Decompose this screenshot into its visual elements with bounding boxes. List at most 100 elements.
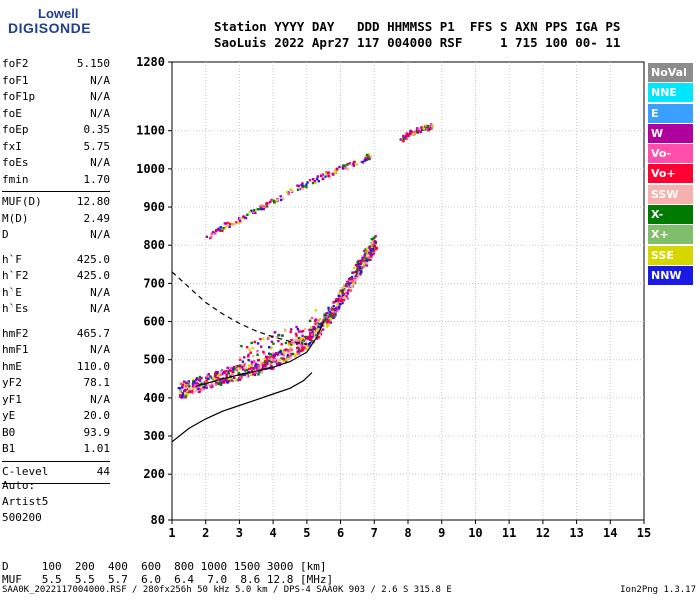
echo-point bbox=[410, 130, 414, 134]
param-name: B0 bbox=[2, 425, 16, 439]
echo-point bbox=[363, 259, 366, 262]
param-value: N/A bbox=[90, 285, 110, 299]
echo-point bbox=[336, 303, 340, 306]
echo-point bbox=[341, 292, 344, 295]
echo-point bbox=[220, 380, 224, 384]
echo-point bbox=[218, 229, 222, 232]
echo-point bbox=[231, 379, 234, 383]
echo-point bbox=[372, 239, 375, 243]
echo-point bbox=[222, 379, 226, 383]
echo-point bbox=[346, 280, 349, 283]
echo-point bbox=[415, 131, 418, 134]
echo-point bbox=[295, 342, 299, 345]
echo-point bbox=[327, 174, 330, 178]
echo-point bbox=[332, 308, 335, 311]
echo-point bbox=[256, 363, 260, 367]
echo-point bbox=[285, 358, 288, 361]
echo-point bbox=[231, 223, 234, 226]
echo-point bbox=[305, 337, 308, 340]
echo-point bbox=[279, 348, 282, 352]
echo-point bbox=[265, 357, 269, 360]
echo-point bbox=[352, 282, 356, 286]
echo-point bbox=[428, 127, 432, 130]
echo-point bbox=[241, 373, 244, 377]
echo-point bbox=[258, 370, 262, 374]
echo-point bbox=[186, 382, 189, 386]
echo-point bbox=[250, 362, 254, 365]
echo-point bbox=[417, 127, 420, 131]
echo-point bbox=[185, 388, 188, 391]
echo-point bbox=[249, 360, 252, 363]
echo-point bbox=[305, 183, 308, 186]
x-tick-label: 3 bbox=[236, 526, 243, 540]
echo-point bbox=[335, 169, 339, 173]
echo-point bbox=[267, 346, 271, 349]
echo-point bbox=[420, 126, 424, 129]
echo-point bbox=[291, 342, 294, 345]
echo-point bbox=[264, 361, 267, 365]
echo-point bbox=[250, 363, 254, 367]
echo-point bbox=[204, 383, 208, 386]
echo-point bbox=[342, 289, 346, 293]
echo-point bbox=[185, 386, 189, 389]
echo-point bbox=[266, 362, 269, 365]
echo-point bbox=[192, 381, 196, 384]
param-value: N/A bbox=[90, 73, 110, 87]
echo-point bbox=[365, 262, 369, 265]
echo-point bbox=[272, 355, 275, 358]
echo-point bbox=[370, 249, 373, 252]
echo-point bbox=[239, 376, 242, 379]
echo-point bbox=[279, 358, 282, 362]
echo-point bbox=[369, 253, 373, 257]
echo-point bbox=[203, 384, 206, 388]
echo-point bbox=[334, 171, 338, 174]
echo-point bbox=[369, 255, 373, 258]
echo-point bbox=[353, 279, 356, 282]
echo-point bbox=[333, 308, 336, 311]
legend-item: SSE bbox=[648, 245, 693, 265]
echo-point bbox=[357, 259, 360, 263]
echo-point bbox=[338, 305, 341, 309]
echo-point bbox=[344, 165, 347, 168]
echo-point bbox=[364, 256, 368, 259]
echo-point bbox=[191, 391, 195, 395]
echo-point bbox=[225, 380, 228, 383]
echo-point bbox=[207, 377, 210, 381]
echo-point bbox=[402, 136, 405, 140]
echo-point bbox=[186, 393, 189, 396]
echo-point bbox=[279, 195, 282, 198]
echo-point bbox=[309, 333, 312, 336]
echo-point bbox=[179, 382, 182, 385]
echo-point bbox=[257, 358, 261, 362]
echo-point bbox=[237, 372, 241, 375]
echo-point bbox=[352, 160, 356, 164]
param-row: foE N/A bbox=[2, 106, 110, 123]
echo-point bbox=[373, 240, 377, 243]
echo-point bbox=[213, 378, 216, 381]
echo-point bbox=[351, 285, 354, 288]
echo-point bbox=[312, 339, 315, 343]
echo-point bbox=[183, 389, 186, 392]
echo-point bbox=[346, 292, 350, 295]
echo-point bbox=[273, 200, 277, 204]
echo-point bbox=[273, 331, 277, 334]
echo-point bbox=[429, 123, 433, 126]
echo-point bbox=[289, 188, 293, 191]
echo-point bbox=[221, 377, 225, 380]
echo-point bbox=[238, 367, 241, 371]
echo-point bbox=[335, 307, 338, 310]
echo-point bbox=[314, 309, 318, 312]
echo-point bbox=[346, 291, 349, 294]
echo-point bbox=[206, 383, 210, 386]
echo-point bbox=[234, 365, 238, 368]
echo-point bbox=[341, 294, 345, 297]
echo-point bbox=[282, 354, 285, 357]
echo-point bbox=[313, 319, 317, 322]
echo-point bbox=[354, 270, 358, 273]
echo-point bbox=[181, 393, 185, 396]
echo-point bbox=[217, 381, 220, 385]
echo-point bbox=[191, 390, 194, 393]
echo-point bbox=[207, 372, 211, 376]
echo-point bbox=[300, 187, 304, 191]
params-group-virtual-heights: h`F 425.0 h`F2 425.0 h`E N/A h`Es N/A bbox=[2, 252, 110, 318]
